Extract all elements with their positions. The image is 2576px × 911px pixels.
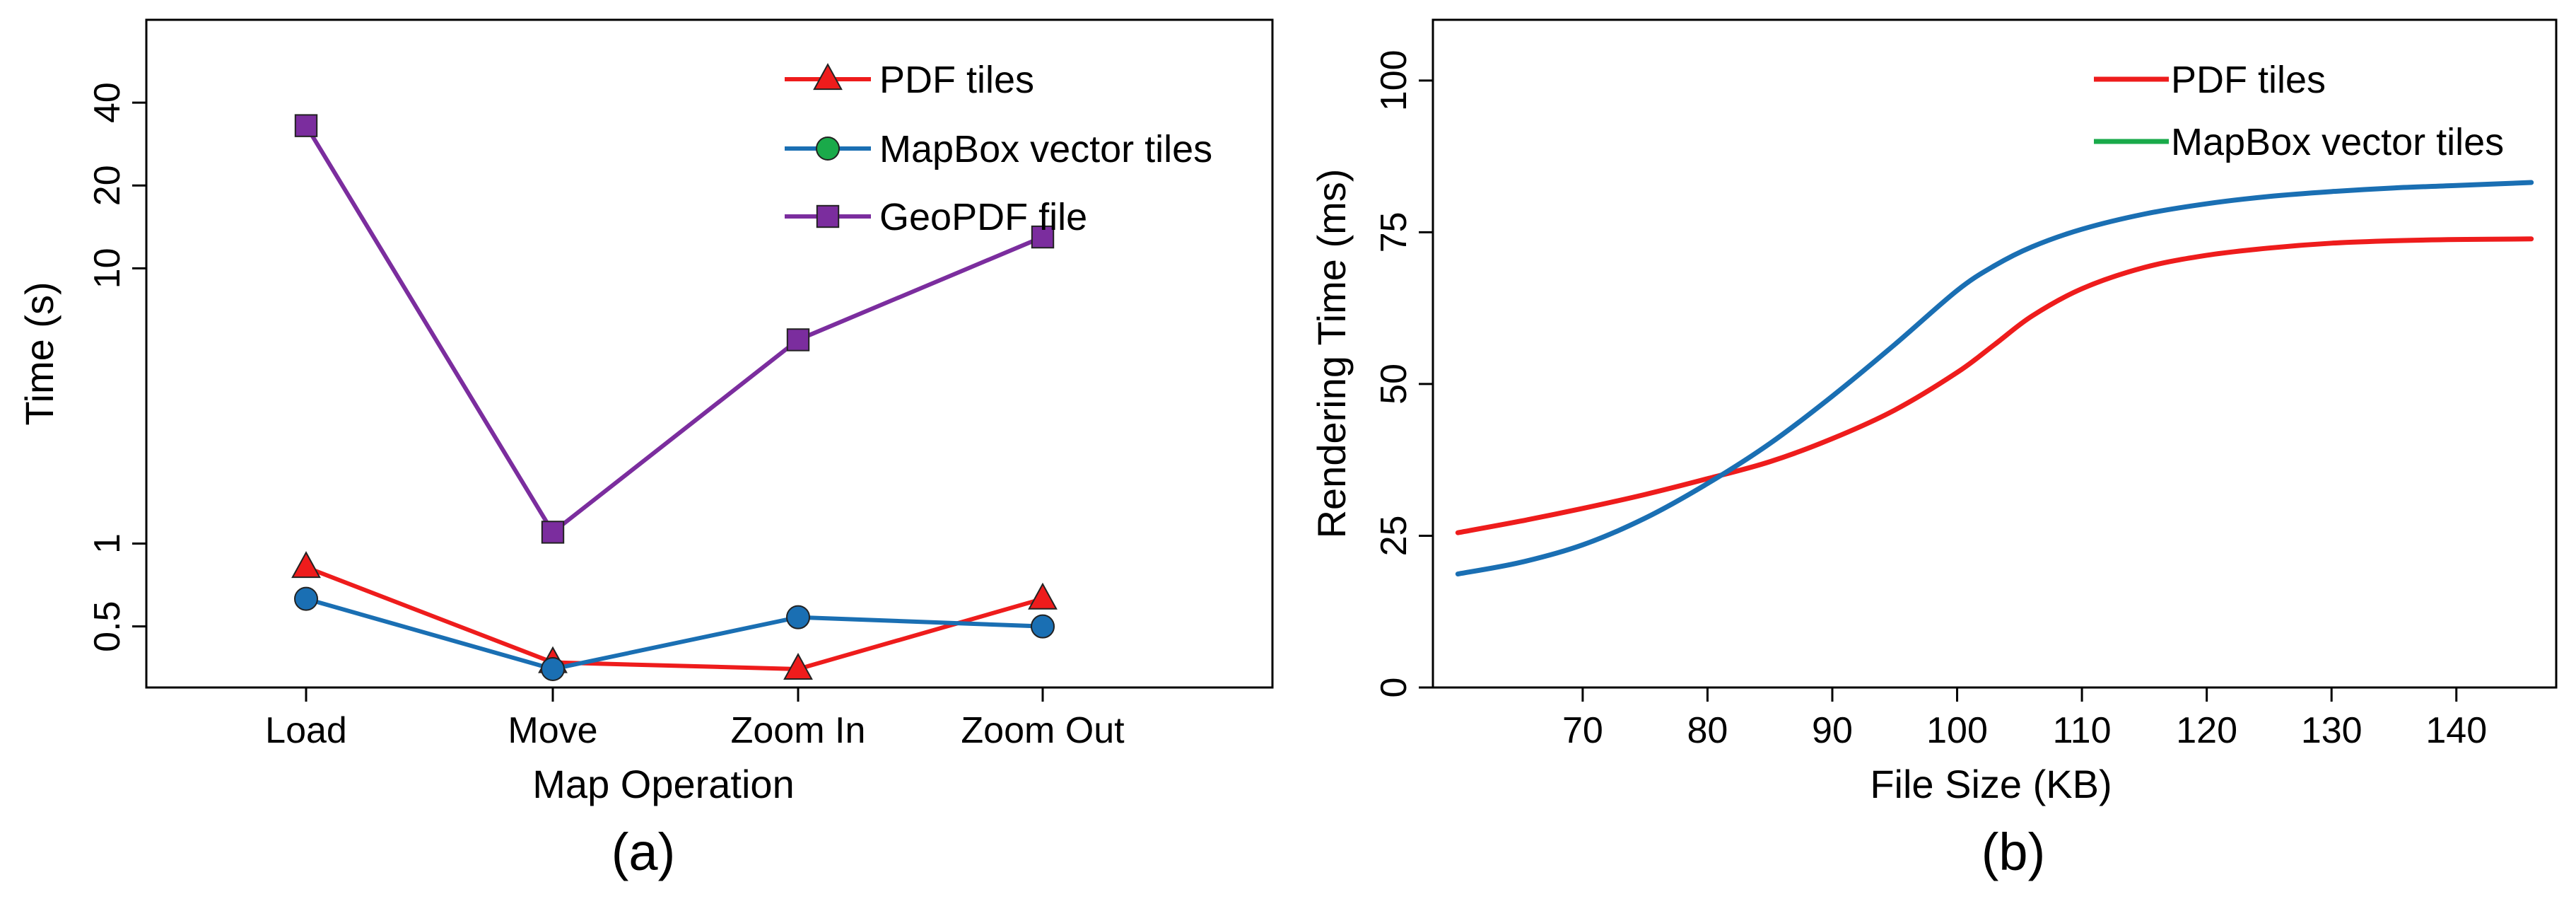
plot-frame-a (145, 18, 1274, 689)
x-tick-label: 130 (2301, 710, 2363, 751)
x-tick-label: 110 (2053, 710, 2112, 751)
data-point (1031, 225, 1055, 249)
legend-marker (816, 137, 840, 161)
data-point (786, 328, 810, 352)
data-point (294, 586, 318, 611)
data-point (786, 605, 810, 629)
y-axis-title: Rendering Time (ms) (1309, 169, 1354, 539)
y-tick-label: 100 (1374, 50, 1415, 111)
series-curve (1455, 236, 2534, 535)
legend-label: MapBox vector tiles (2171, 121, 2504, 163)
legend-label: PDF tiles (879, 59, 1034, 101)
y-tick-label: 10 (87, 248, 128, 289)
series-line (305, 565, 1043, 671)
x-axis-title: File Size (KB) (1870, 762, 2112, 806)
x-tick-label: 100 (1926, 710, 1988, 751)
data-point (1031, 614, 1055, 639)
x-tick-label: Load (265, 710, 347, 751)
data-point (783, 653, 813, 680)
x-tick-label: Zoom Out (961, 710, 1125, 751)
y-tick-label: 0 (1374, 678, 1415, 698)
panel-label-a: (a) (611, 823, 675, 881)
legend-label: MapBox vector tiles (879, 128, 1212, 170)
data-point (541, 656, 565, 681)
legend-label: GeoPDF file (879, 196, 1087, 238)
y-tick-label: 20 (87, 165, 128, 206)
x-tick-label: 70 (1562, 710, 1603, 751)
y-tick-label: 75 (1374, 211, 1415, 253)
y-axis-title: Time (s) (17, 282, 62, 425)
y-tick-label: 50 (1374, 364, 1415, 405)
y-tick-label: 25 (1374, 516, 1415, 557)
series-line (305, 596, 1043, 671)
x-tick-label: 90 (1812, 710, 1853, 751)
x-tick-label: Move (508, 710, 597, 751)
panel-label-b: (b) (1981, 823, 2045, 881)
plot-frame-b (1432, 18, 2558, 689)
y-tick-label: 40 (87, 82, 128, 123)
data-point (291, 551, 321, 579)
x-tick-label: 80 (1687, 710, 1728, 751)
chart-b: 0 25 50 75 100 70 80 90 100 110 120 130 140 File Size… (1309, 18, 2558, 881)
data-point (541, 521, 565, 544)
series-line (304, 124, 1044, 535)
chart-a: 0.5 1 10 20 40 Load Move Zoom In Zoom Out Map Ope… (17, 18, 1274, 881)
legend-label: PDF tiles (2171, 59, 2326, 101)
x-tick-label: 140 (2425, 710, 2487, 751)
data-point (1028, 582, 1058, 610)
series-curve (1455, 180, 2534, 577)
y-tick-label: 0.5 (87, 601, 128, 652)
x-axis-title: Map Operation (532, 762, 794, 806)
x-tick-label: 120 (2176, 710, 2237, 751)
x-tick-label: Zoom In (731, 710, 866, 751)
data-point (294, 114, 318, 137)
legend-marker (813, 63, 843, 91)
y-tick-label: 1 (87, 533, 128, 554)
legend-marker (816, 204, 840, 228)
